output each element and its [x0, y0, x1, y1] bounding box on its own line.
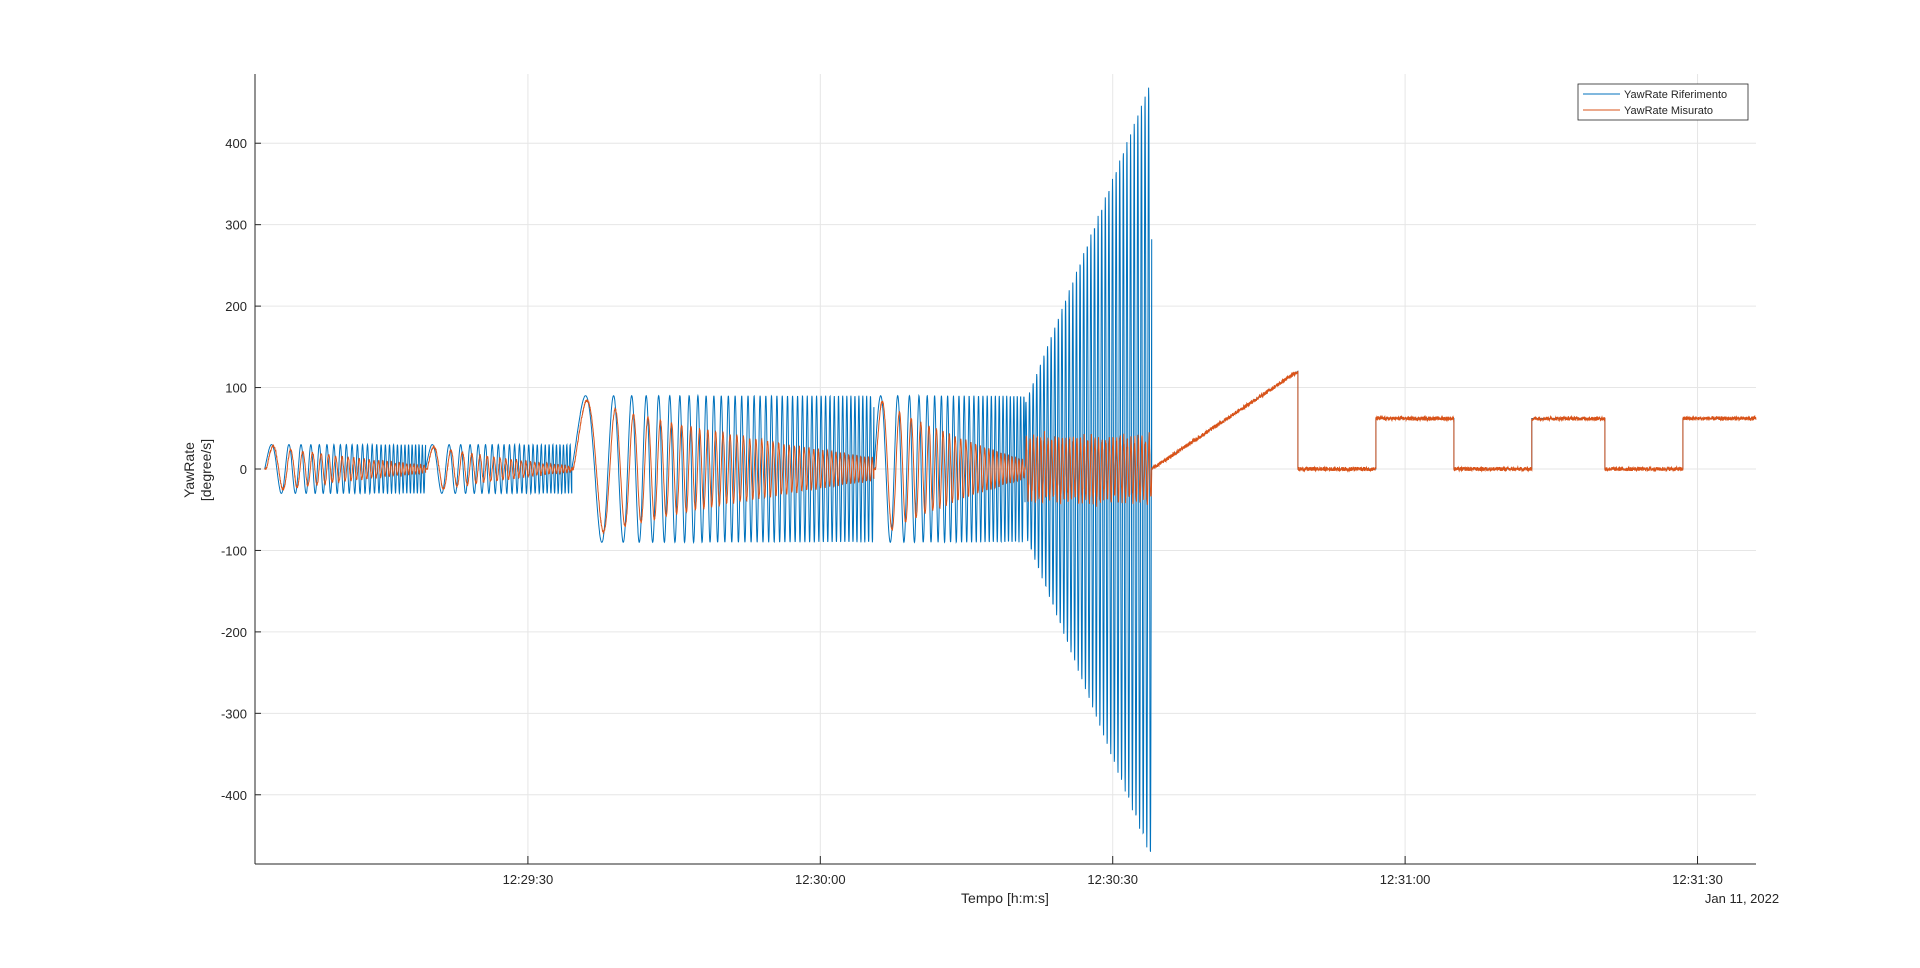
legend[interactable]: YawRate Riferimento YawRate Misurato — [1578, 84, 1748, 120]
x-tick-label: 12:30:30 — [1087, 872, 1138, 887]
y-tick-label: 100 — [225, 381, 247, 396]
x-tick-label: 12:29:30 — [503, 872, 554, 887]
x-axis-date-label: Jan 11, 2022 — [1705, 891, 1779, 906]
y-axis-label-line-1: YawRate — [181, 442, 197, 498]
y-tick-label: -300 — [221, 706, 247, 721]
legend-label-riferimento: YawRate Riferimento — [1624, 89, 1727, 101]
y-tick-label: 200 — [225, 299, 247, 314]
x-tick-label: 12:30:00 — [795, 872, 846, 887]
x-tick-label: 12:31:00 — [1380, 872, 1431, 887]
y-tick-label: 0 — [240, 462, 247, 477]
x-axis-label: Tempo [h:m:s] — [961, 890, 1049, 906]
y-tick-label: -100 — [221, 543, 247, 558]
y-tick-label: 300 — [225, 218, 247, 233]
y-tick-label: -200 — [221, 625, 247, 640]
y-axis-label: YawRate [degree/s] — [181, 439, 214, 501]
legend-label-misurato: YawRate Misurato — [1624, 105, 1713, 117]
y-tick-label: 400 — [225, 136, 247, 151]
x-tick-label: 12:31:30 — [1672, 872, 1723, 887]
y-tick-label: -400 — [221, 788, 247, 803]
y-axis-label-line-2: [degree/s] — [198, 439, 214, 501]
